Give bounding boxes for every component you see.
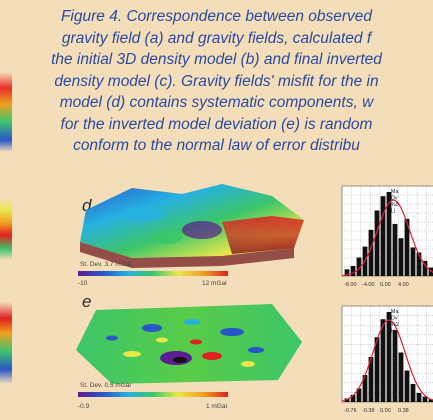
- caption-line: density model (c). Gravity fields' misfi…: [54, 72, 379, 90]
- panel-d-color-scale: [78, 271, 228, 276]
- caption-line: model (d) contains systematic components…: [59, 94, 374, 111]
- histogram-bar: [428, 267, 433, 276]
- histogram-bar: [350, 265, 356, 276]
- panel-a-edge: [0, 72, 12, 152]
- histogram-bar: [368, 229, 374, 276]
- tick-label: 0.00: [380, 408, 391, 414]
- caption-line: the initial 3D density model (b) and fin…: [51, 51, 382, 68]
- tick-label: 0.00: [380, 282, 391, 288]
- panel-d-surface-map: [80, 184, 304, 268]
- histogram-bar: [368, 357, 374, 402]
- tick-label: -4.00: [362, 282, 375, 288]
- histogram-bar: [416, 252, 422, 276]
- legend-entry: %2: [391, 322, 399, 328]
- panel-e-color-scale: [78, 392, 228, 397]
- histogram-bar: [386, 312, 392, 402]
- tick-label: -0.76: [344, 408, 357, 414]
- legend-entry: Ma: [391, 309, 400, 315]
- panel-e-surface-map: [76, 304, 302, 384]
- panel-e-std-dev: St. Dev. 0.5 mGal: [80, 382, 131, 389]
- panel-e-scale-min: -0.9: [78, 403, 90, 410]
- histogram-bar: [428, 399, 433, 402]
- histogram-bar: [392, 223, 398, 276]
- histogram-bar: [404, 370, 410, 402]
- figure-caption: Figure 4. Correspondence between observe…: [0, 6, 433, 157]
- histogram-bar: [422, 260, 428, 276]
- panel-c-edge: [0, 302, 12, 384]
- histogram-bar: [344, 398, 350, 402]
- histogram-bar: [398, 238, 404, 276]
- histogram-bar: [422, 396, 428, 402]
- tick-label: -0.38: [362, 408, 375, 414]
- legend-entry: Li: [391, 329, 395, 335]
- histogram-bar: [416, 393, 422, 402]
- panel-d-std-dev: St. Dev. 3.7 mGal: [80, 261, 131, 268]
- histogram-bar: [374, 210, 380, 276]
- panel-d-scale-max: 12 mGal: [202, 280, 227, 287]
- histogram-bar: [398, 352, 404, 402]
- tick-label: -8.00: [344, 282, 357, 288]
- tick-label: 4.00: [398, 282, 409, 288]
- caption-line: for the inverted model deviation (e) is …: [60, 115, 373, 133]
- histogram-bar: [344, 269, 350, 276]
- caption-line: gravity field (a) and gravity fields, ca…: [61, 29, 372, 47]
- panel-e-scale-max: 1 mGal: [206, 403, 227, 410]
- panel-d-label: d: [82, 196, 92, 215]
- legend-entry: %5: [391, 202, 399, 208]
- histogram-bar: [386, 192, 392, 276]
- tick-label: 0.38: [398, 408, 409, 414]
- histogram-bar: [356, 388, 362, 402]
- caption-line: conform to the normal law of error distr…: [73, 137, 360, 154]
- legend-entry: Dv: [391, 316, 398, 322]
- caption-line: Figure 4. Correspondence between observe…: [60, 8, 373, 25]
- panel-e-label: e: [82, 292, 92, 311]
- histogram-bar: [380, 319, 386, 402]
- histogram-bar: [380, 196, 386, 276]
- histogram-bar: [392, 330, 398, 402]
- histogram-bar: [404, 218, 410, 276]
- histogram-bar: [350, 394, 356, 402]
- histogram-bar: [362, 375, 368, 402]
- panel-b-edge: [0, 198, 12, 260]
- histogram-bar: [410, 247, 416, 276]
- legend-entry: Dv: [391, 196, 398, 202]
- histogram-bar: [356, 257, 362, 276]
- normal-curve: [341, 199, 433, 277]
- legend-entry: Li: [391, 209, 395, 215]
- histogram-bar: [374, 337, 380, 402]
- panel-d-scale-min: -10: [78, 280, 88, 287]
- histogram-bar: [410, 384, 416, 402]
- legend-entry: Ma: [391, 189, 400, 195]
- normal-curve: [341, 319, 433, 402]
